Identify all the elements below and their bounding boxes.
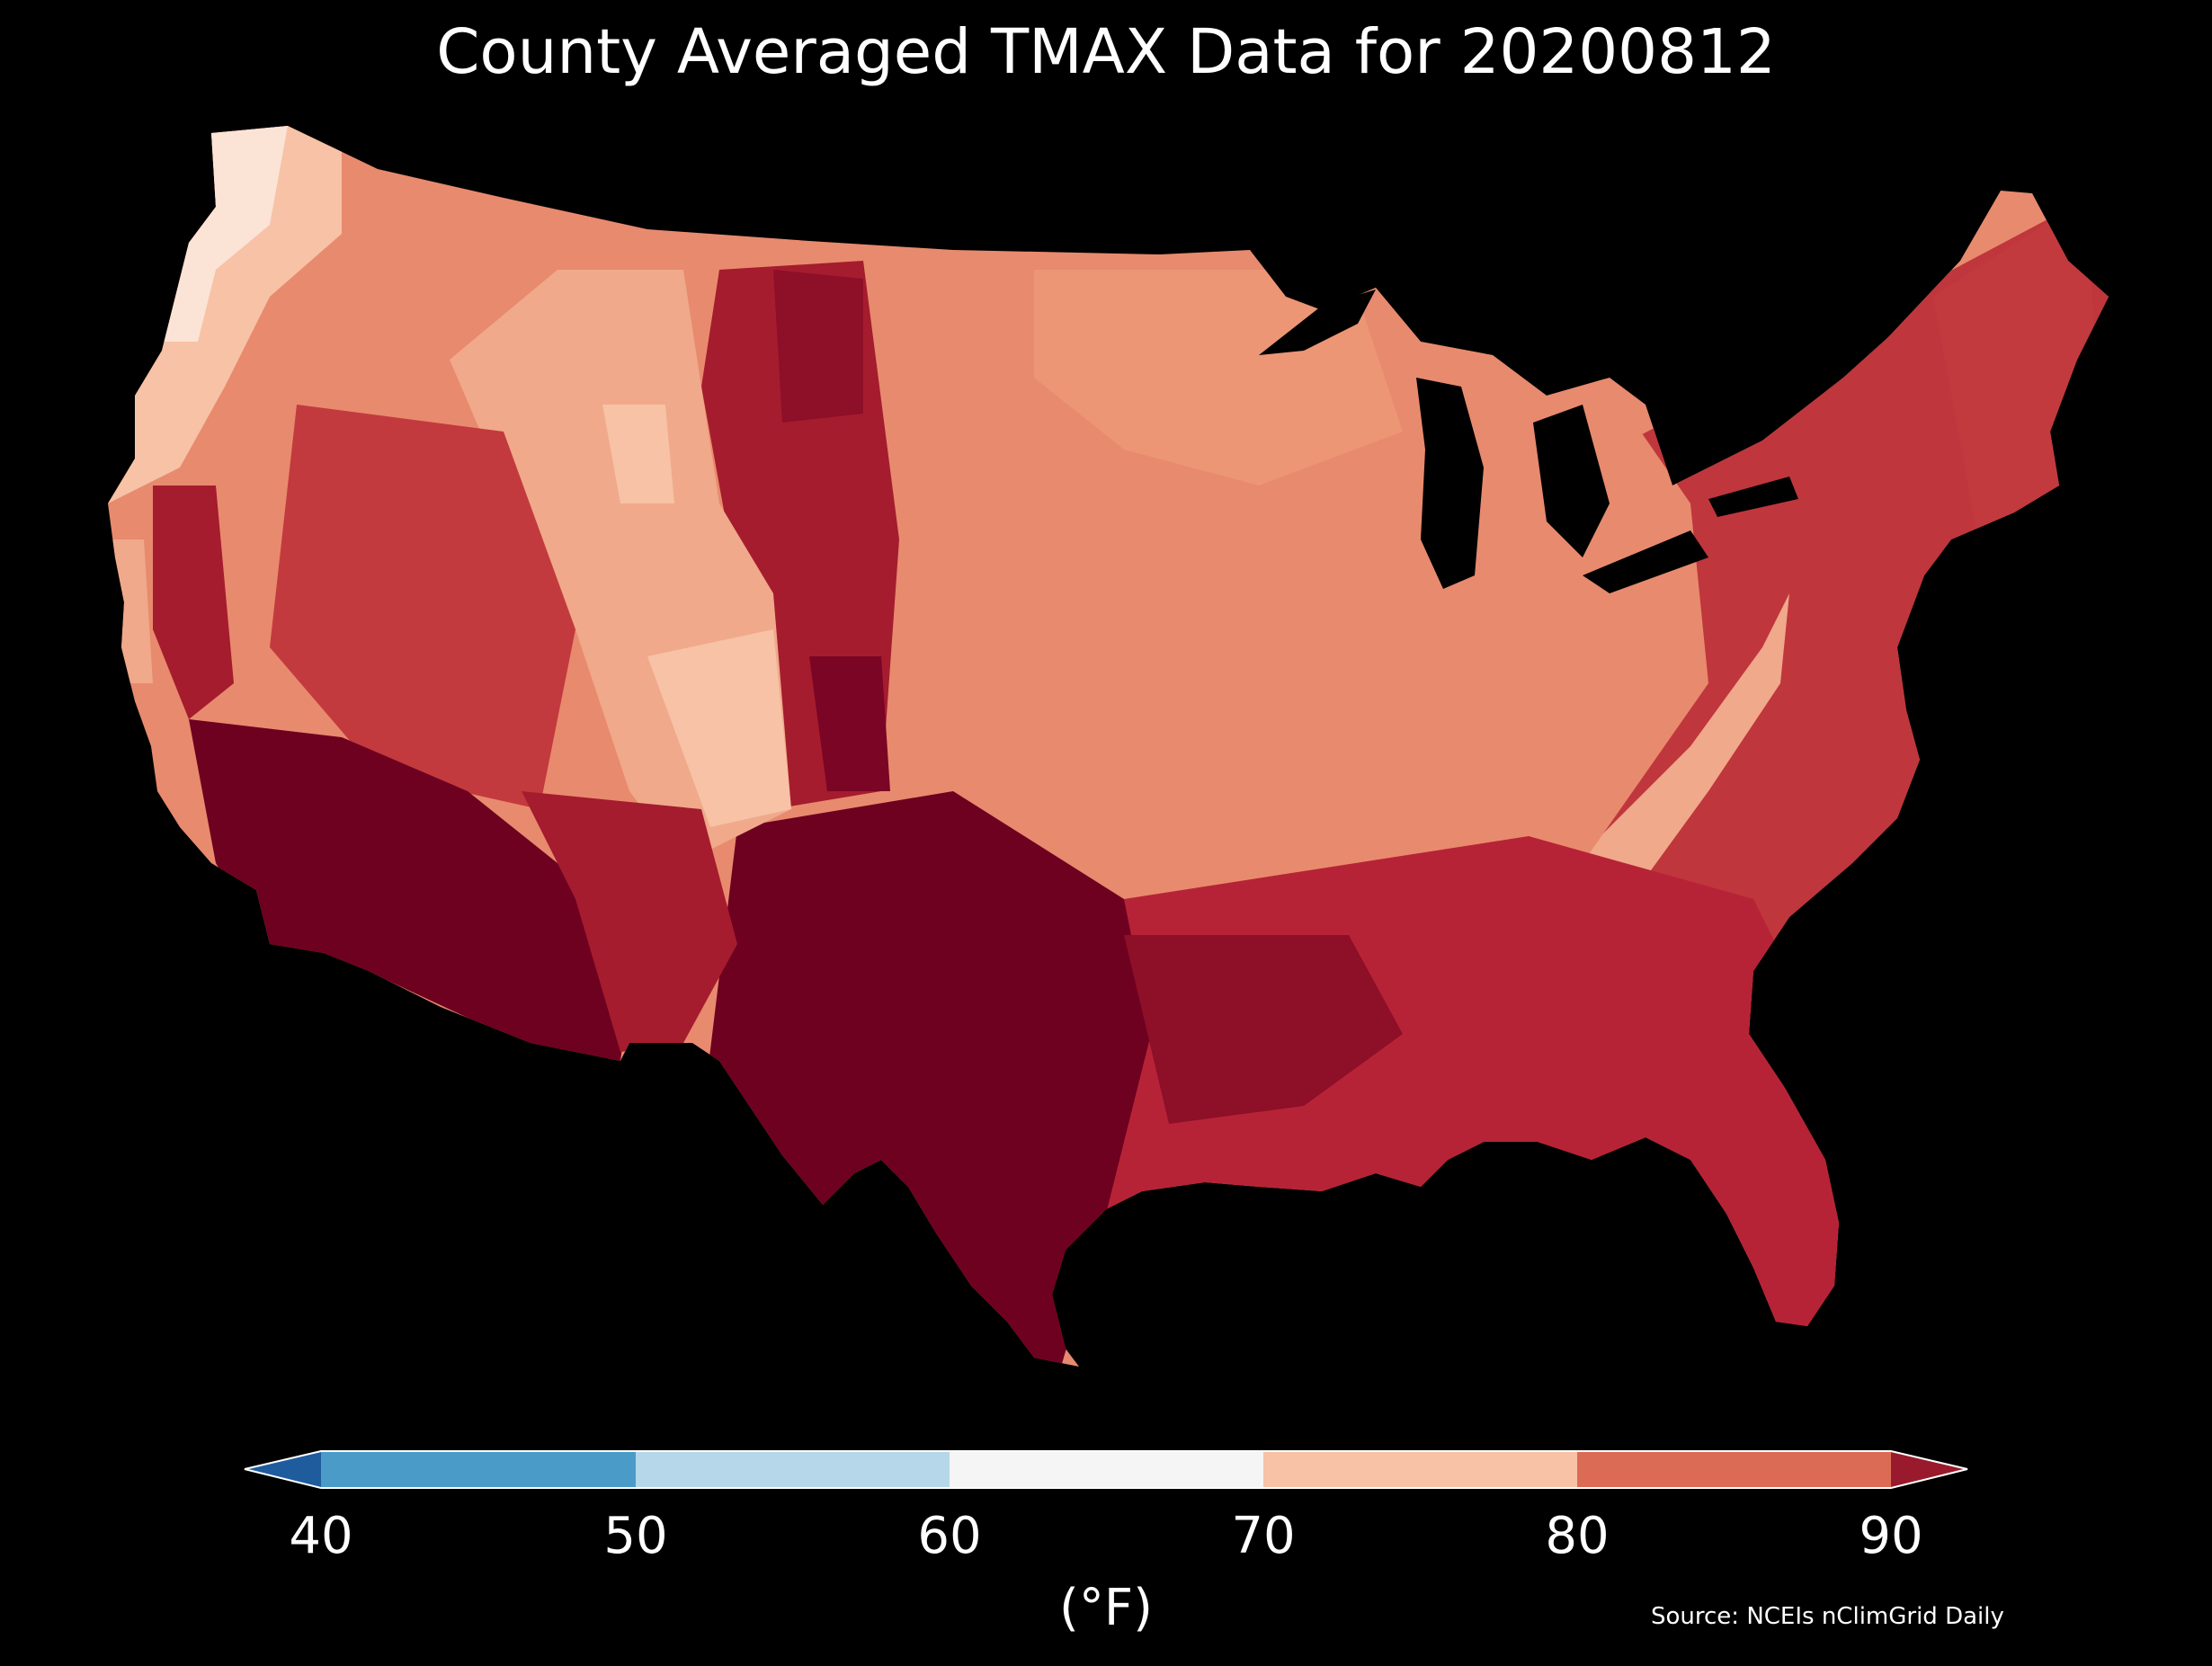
- colorbar-bin-80-90: [1577, 1451, 1891, 1488]
- great-lakes: [1259, 290, 1798, 593]
- region-eastern-montana: [773, 270, 863, 423]
- colorbar-unit-label: (°F): [1059, 1579, 1153, 1637]
- map-regions: [108, 126, 2109, 1367]
- region-sw-kansas: [809, 656, 890, 791]
- region-new-mexico: [522, 791, 737, 1052]
- source-credit: Source: NCEIs nClimGrid Daily: [1651, 1603, 2004, 1630]
- colorbar-tick-50: 50: [603, 1507, 668, 1565]
- colorbar-tick-90: 90: [1859, 1507, 1923, 1565]
- colorbar-bin-70-80: [1263, 1451, 1577, 1488]
- lake-michigan: [1416, 378, 1484, 589]
- region-texas: [701, 791, 1151, 1367]
- map-title: County Averaged TMAX Data for 20200812: [436, 16, 1776, 88]
- colorbar-bin-40-50: [321, 1451, 636, 1488]
- colorbar-extend-low: [245, 1451, 321, 1488]
- region-ca-coast: [108, 539, 153, 683]
- region-colorado-high: [647, 629, 791, 827]
- region-lower-mississippi: [1124, 935, 1403, 1124]
- region-great-basin: [270, 405, 575, 809]
- region-central-valley: [153, 486, 234, 719]
- colorbar-tick-60: 60: [917, 1507, 982, 1565]
- colorbar-tick-40: 40: [289, 1507, 353, 1565]
- colorbar-tick-70: 70: [1231, 1507, 1296, 1565]
- colorbar-bin-60-70: [950, 1451, 1263, 1488]
- colorbar-outline: [244, 1450, 1968, 1489]
- colorbar-extend-high: [1891, 1451, 1967, 1488]
- lake-erie: [1583, 530, 1708, 593]
- lake-huron: [1533, 405, 1610, 557]
- region-southeast: [1034, 836, 1843, 1349]
- lake-superior: [1259, 290, 1376, 355]
- region-desert-southwest: [189, 719, 629, 1061]
- colorbar-tick-80: 80: [1545, 1507, 1610, 1565]
- colorbar-bin-50-60: [636, 1451, 950, 1488]
- region-idaho-mtn: [602, 405, 674, 503]
- lake-ontario: [1708, 477, 1798, 517]
- region-appalachians: [1574, 593, 1789, 890]
- colorbar: [244, 1450, 1968, 1489]
